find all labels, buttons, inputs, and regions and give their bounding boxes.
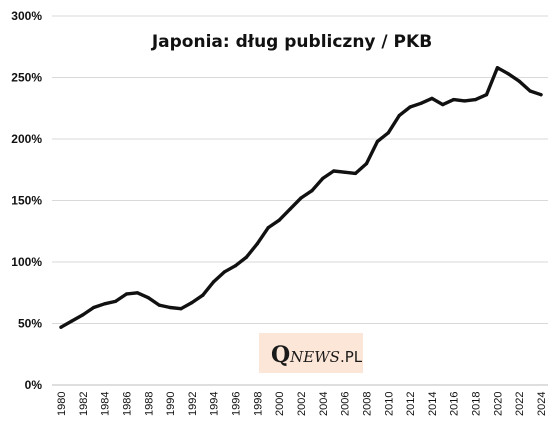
data-point bbox=[59, 325, 63, 329]
x-tick-label: 1994 bbox=[209, 392, 221, 416]
watermark-q: Q bbox=[271, 342, 290, 368]
data-point bbox=[113, 299, 118, 303]
x-tick-label: 1986 bbox=[121, 392, 133, 416]
data-point bbox=[343, 170, 347, 174]
grid-lines bbox=[52, 15, 548, 386]
x-tick-label: 2002 bbox=[296, 392, 308, 416]
x-tick-label: 2020 bbox=[492, 392, 504, 416]
data-point bbox=[146, 296, 150, 300]
x-tick-label: 2004 bbox=[318, 392, 330, 416]
data-point bbox=[124, 292, 129, 296]
x-tick-label: 2006 bbox=[340, 392, 352, 416]
data-point bbox=[212, 280, 216, 284]
data-point bbox=[452, 98, 456, 102]
x-tick-label: 1992 bbox=[187, 392, 199, 416]
data-point bbox=[463, 99, 467, 103]
data-point bbox=[332, 169, 336, 173]
x-tick-label: 2014 bbox=[427, 392, 439, 416]
x-tick-label: 2008 bbox=[361, 392, 373, 416]
data-point bbox=[266, 226, 270, 230]
data-point bbox=[375, 139, 379, 144]
data-point bbox=[506, 72, 510, 76]
x-tick-label: 2010 bbox=[383, 392, 395, 416]
data-point bbox=[517, 79, 521, 83]
data-point bbox=[441, 103, 445, 107]
data-point bbox=[277, 218, 281, 222]
data-point bbox=[386, 131, 390, 135]
data-point bbox=[135, 291, 139, 295]
data-point bbox=[528, 89, 532, 93]
y-tick-label: 200% bbox=[11, 132, 42, 146]
x-tick-label: 2000 bbox=[274, 392, 286, 416]
data-point bbox=[223, 270, 227, 274]
x-tick-label: 2012 bbox=[405, 392, 417, 416]
data-point bbox=[321, 176, 325, 180]
qnews-watermark: QNEWS.PL bbox=[259, 333, 363, 373]
y-tick-label: 150% bbox=[11, 194, 42, 208]
chart-title: Japonia: dług publiczny / PKB bbox=[151, 32, 432, 52]
data-point bbox=[190, 301, 194, 305]
data-point bbox=[92, 305, 96, 310]
x-tick-label: 1982 bbox=[78, 392, 90, 416]
x-tick-label: 1990 bbox=[165, 392, 177, 416]
data-point bbox=[364, 162, 369, 166]
series-points bbox=[59, 66, 543, 329]
x-tick-label: 1984 bbox=[100, 392, 112, 416]
y-tick-label: 300% bbox=[11, 9, 42, 23]
y-tick-label: 250% bbox=[11, 71, 42, 85]
x-tick-label: 2016 bbox=[449, 392, 461, 416]
x-tick-label: 2024 bbox=[536, 392, 548, 416]
y-axis-ticks: 0% 50% 100% 150% 200% 250% 300% bbox=[11, 9, 42, 392]
data-point bbox=[310, 189, 314, 193]
data-point bbox=[397, 114, 401, 118]
y-tick-label: 0% bbox=[25, 378, 43, 392]
x-tick-label: 2018 bbox=[471, 392, 483, 416]
data-point bbox=[255, 242, 259, 246]
data-point bbox=[408, 105, 412, 109]
data-point bbox=[103, 302, 107, 306]
watermark-background bbox=[259, 333, 363, 373]
x-tick-label: 1988 bbox=[143, 392, 155, 416]
data-point bbox=[157, 303, 161, 307]
x-tick-label: 1996 bbox=[231, 392, 243, 416]
data-point bbox=[353, 171, 358, 175]
data-point bbox=[484, 93, 489, 97]
x-tick-label: 1980 bbox=[56, 392, 68, 416]
data-point bbox=[495, 66, 499, 70]
data-point bbox=[179, 307, 183, 311]
data-point bbox=[70, 319, 74, 323]
y-tick-label: 100% bbox=[11, 255, 42, 269]
x-axis-ticks: 1980 1982 1984 1986 1988 1990 1992 1994 1996 1998… bbox=[56, 392, 548, 416]
x-tick-label: 2022 bbox=[514, 392, 526, 416]
data-point bbox=[473, 98, 478, 102]
data-point bbox=[201, 293, 205, 297]
data-point bbox=[244, 255, 249, 259]
watermark-pl: .PL bbox=[340, 348, 363, 366]
data-point bbox=[299, 196, 303, 200]
watermark-text: QNEWS.PL bbox=[271, 342, 363, 368]
data-point bbox=[168, 305, 172, 310]
data-point bbox=[539, 93, 543, 97]
data-point bbox=[419, 101, 423, 105]
data-point bbox=[430, 96, 434, 100]
data-point bbox=[233, 264, 238, 268]
data-point bbox=[81, 313, 85, 317]
x-tick-label: 1998 bbox=[252, 392, 264, 416]
watermark-news: NEWS bbox=[289, 348, 340, 366]
data-point bbox=[288, 207, 292, 211]
y-tick-label: 50% bbox=[18, 317, 42, 331]
